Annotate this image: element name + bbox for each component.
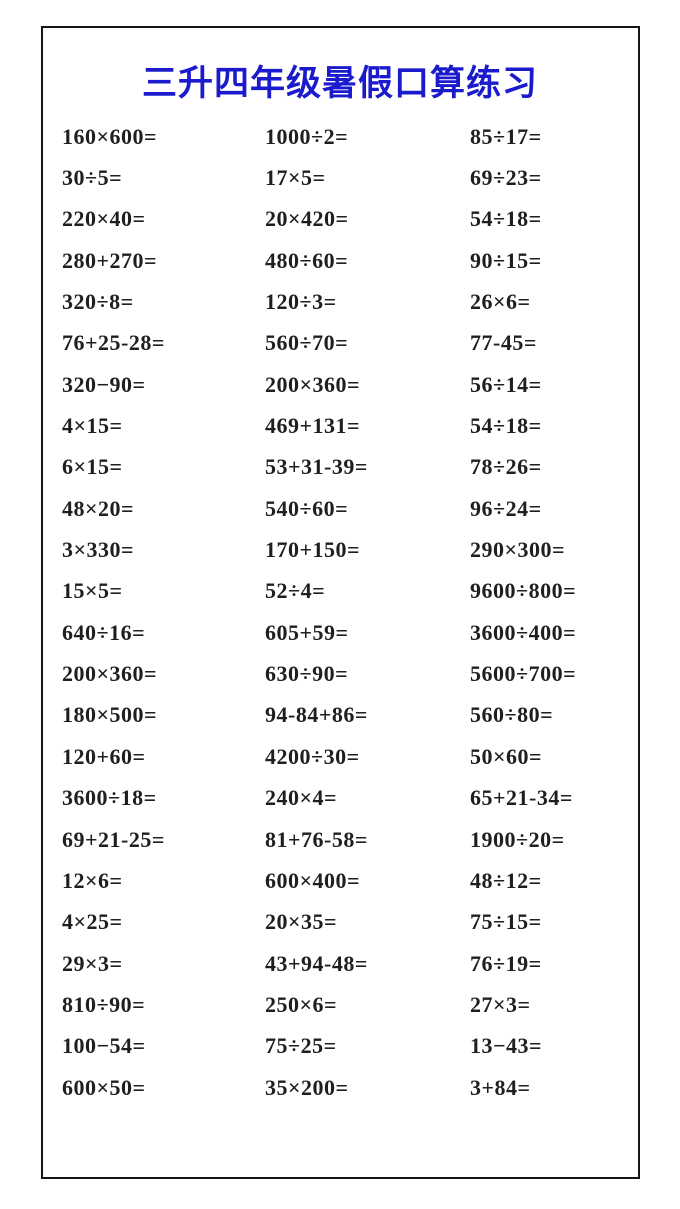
problem-r14-c1: 200×360= [62,661,158,687]
problem-r5-c3: 26×6= [470,289,531,315]
problem-r23-c2: 75÷25= [265,1033,337,1059]
problem-r9-c1: 6×15= [62,454,123,480]
problem-r12-c2: 52÷4= [265,578,326,604]
problem-r4-c1: 280+270= [62,247,158,273]
problem-r13-c3: 3600÷400= [470,619,577,645]
problem-r21-c3: 76÷19= [470,950,542,976]
problem-r16-c1: 120+60= [62,743,146,769]
problem-r1-c2: 1000÷2= [265,123,349,149]
problem-r12-c1: 15×5= [62,578,123,604]
problem-r13-c2: 605+59= [265,619,349,645]
problem-r15-c2: 94-84+86= [265,702,368,728]
worksheet-border [41,26,640,1179]
problem-r24-c2: 35×200= [265,1074,349,1100]
problem-r11-c2: 170+150= [265,537,361,563]
problem-r6-c2: 560÷70= [265,330,349,356]
problem-r3-c2: 20×420= [265,206,349,232]
problem-r20-c2: 20×35= [265,909,338,935]
problem-r5-c2: 120÷3= [265,289,337,315]
problem-r11-c1: 3×330= [62,537,135,563]
problem-r18-c2: 81+76-58= [265,826,368,852]
problem-r19-c3: 48÷12= [470,867,542,893]
problem-r16-c2: 4200÷30= [265,743,360,769]
problem-r16-c3: 50×60= [470,743,543,769]
problem-r14-c3: 5600÷700= [470,661,577,687]
problem-r15-c3: 560÷80= [470,702,554,728]
problem-r7-c3: 56÷14= [470,371,542,397]
problem-r4-c3: 90÷15= [470,247,542,273]
problem-r18-c1: 69+21-25= [62,826,165,852]
problem-r3-c1: 220×40= [62,206,146,232]
problem-r13-c1: 640÷16= [62,619,146,645]
problem-r21-c1: 29×3= [62,950,123,976]
problem-r2-c3: 69÷23= [470,165,542,191]
problems-grid: 160×600= 1000÷2= 85÷17= 30÷5= 17×5= 69÷23= 220… [62,116,622,1108]
problem-r22-c1: 810÷90= [62,991,146,1017]
problem-r23-c1: 100−54= [62,1033,146,1059]
problem-r9-c2: 53+31-39= [265,454,368,480]
problem-r9-c3: 78÷26= [470,454,542,480]
problem-r7-c2: 200×360= [265,371,361,397]
problem-r6-c3: 77-45= [470,330,537,356]
problem-r10-c2: 540÷60= [265,495,349,521]
problem-r17-c3: 65+21-34= [470,785,573,811]
problem-r21-c2: 43+94-48= [265,950,368,976]
problem-r2-c2: 17×5= [265,165,326,191]
problem-r5-c1: 320÷8= [62,289,134,315]
problem-r22-c2: 250×6= [265,991,338,1017]
problem-r15-c1: 180×500= [62,702,158,728]
problem-r19-c2: 600×400= [265,867,361,893]
problem-r6-c1: 76+25-28= [62,330,165,356]
problem-r12-c3: 9600÷800= [470,578,577,604]
problem-r17-c2: 240×4= [265,785,338,811]
problem-r2-c1: 30÷5= [62,165,123,191]
problem-r3-c3: 54÷18= [470,206,542,232]
problem-r20-c1: 4×25= [62,909,123,935]
problem-r23-c3: 13−43= [470,1033,543,1059]
problem-r8-c1: 4×15= [62,413,123,439]
problem-r14-c2: 630÷90= [265,661,349,687]
problem-r1-c3: 85÷17= [470,123,542,149]
problem-r10-c3: 96÷24= [470,495,542,521]
problem-r18-c3: 1900÷20= [470,826,565,852]
problem-r8-c2: 469+131= [265,413,361,439]
problem-r8-c3: 54÷18= [470,413,542,439]
problem-r1-c1: 160×600= [62,123,158,149]
problem-r7-c1: 320−90= [62,371,146,397]
problem-r17-c1: 3600÷18= [62,785,157,811]
problem-r22-c3: 27×3= [470,991,531,1017]
problem-r19-c1: 12×6= [62,867,123,893]
problem-r11-c3: 290×300= [470,537,566,563]
problem-r24-c3: 3+84= [470,1074,531,1100]
problem-r20-c3: 75÷15= [470,909,542,935]
problem-r4-c2: 480÷60= [265,247,349,273]
page-title: 三升四年级暑假口算练习 [141,64,538,103]
problem-r10-c1: 48×20= [62,495,135,521]
problem-r24-c1: 600×50= [62,1074,146,1100]
